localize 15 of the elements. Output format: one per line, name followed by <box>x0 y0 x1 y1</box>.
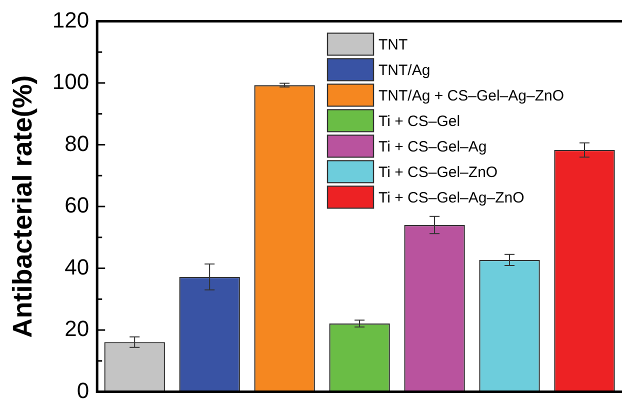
legend-label: Ti + CS–Gel–ZnO <box>378 164 498 181</box>
legend-label: Ti + CS–Gel–Ag–ZnO <box>378 189 524 206</box>
y-tick-label: 100 <box>52 69 90 94</box>
legend-label: TNT/Ag + CS–Gel–Ag–ZnO <box>378 87 564 104</box>
y-tick-label: 120 <box>52 7 90 32</box>
y-tick-label: 80 <box>64 130 90 156</box>
legend-label: TNT/Ag <box>378 62 430 79</box>
y-axis-title: Antibacterial rate(%) <box>8 75 38 338</box>
legend-label: Ti + CS–Gel–Ag <box>378 138 487 156</box>
y-tick-label: 20 <box>64 316 90 342</box>
legend-label: Ti + CS–Gel <box>378 112 460 130</box>
y-tick-label: 60 <box>64 192 90 218</box>
legend-label: TNT <box>378 36 408 54</box>
y-tick-label: 40 <box>64 254 90 280</box>
y-tick-label: 0 <box>76 378 90 403</box>
